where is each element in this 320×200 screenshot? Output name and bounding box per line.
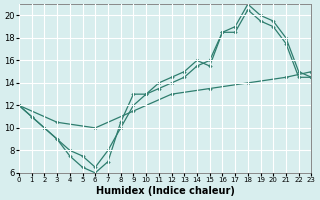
X-axis label: Humidex (Indice chaleur): Humidex (Indice chaleur) [96, 186, 235, 196]
